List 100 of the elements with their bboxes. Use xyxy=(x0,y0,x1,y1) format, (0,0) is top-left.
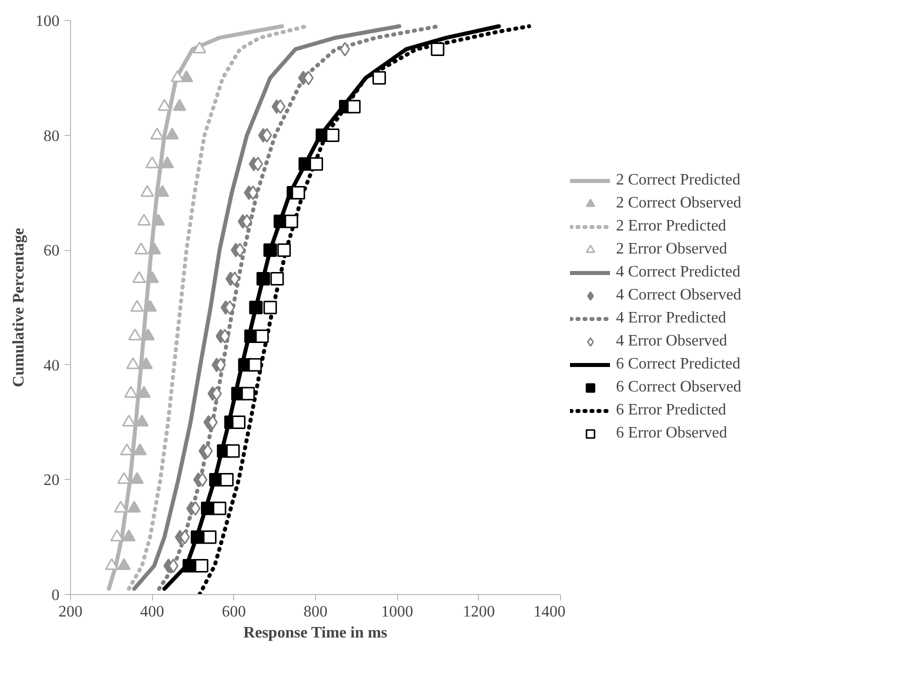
y-tick-label: 60 xyxy=(44,242,60,260)
point xyxy=(234,242,246,258)
point xyxy=(134,242,148,254)
point xyxy=(197,472,208,487)
legend-label: 6 Error Observed xyxy=(616,424,728,442)
point xyxy=(224,300,235,315)
y-tick-label: 80 xyxy=(44,128,60,145)
point xyxy=(255,329,269,343)
x-tick-label: 400 xyxy=(140,604,164,620)
point xyxy=(190,530,204,544)
point xyxy=(145,271,159,284)
point xyxy=(190,501,201,516)
point xyxy=(147,242,161,254)
point xyxy=(220,472,234,486)
point xyxy=(117,558,131,570)
point xyxy=(252,156,264,172)
legend-label: 2 Correct Observed xyxy=(616,194,742,212)
x-tick-label: 1400 xyxy=(534,604,566,620)
point xyxy=(430,42,444,56)
point xyxy=(117,472,131,484)
legend-label: 2 Error Predicted xyxy=(616,218,726,236)
y-tick-label: 20 xyxy=(44,472,60,490)
point xyxy=(104,558,118,570)
point xyxy=(220,328,230,344)
point xyxy=(347,100,361,114)
x-tick-label: 200 xyxy=(58,604,82,620)
point xyxy=(372,71,386,85)
point xyxy=(165,128,179,140)
legend-label: 6 Correct Observed xyxy=(616,378,742,396)
point xyxy=(160,156,174,168)
point xyxy=(192,42,206,54)
legend-label: 4 Error Predicted xyxy=(616,310,726,328)
point xyxy=(200,502,214,516)
point xyxy=(132,271,146,284)
x-tick-label: 600 xyxy=(222,604,246,620)
y-tick-label: 40 xyxy=(44,357,60,374)
point xyxy=(284,214,298,228)
point xyxy=(127,500,141,513)
x-tick-label: 1000 xyxy=(381,604,414,620)
point xyxy=(275,99,286,114)
point xyxy=(256,272,270,286)
y-tick-label: 100 xyxy=(36,13,60,30)
point xyxy=(340,42,350,56)
point xyxy=(248,358,262,372)
point xyxy=(216,358,226,372)
point xyxy=(182,559,196,573)
line-series xyxy=(132,24,402,591)
point xyxy=(150,128,164,140)
legend-label: 2 Error Observed xyxy=(616,240,728,258)
point xyxy=(277,243,291,257)
point xyxy=(230,272,240,286)
point xyxy=(110,529,124,542)
point xyxy=(114,500,128,513)
point xyxy=(128,328,142,340)
legend-label: 4 Error Observed xyxy=(616,332,728,350)
point xyxy=(226,444,240,458)
point xyxy=(143,300,157,312)
point xyxy=(170,70,184,82)
point xyxy=(133,443,147,456)
point xyxy=(249,300,263,314)
point xyxy=(202,530,216,544)
point xyxy=(130,300,144,312)
point xyxy=(263,300,277,314)
line-series xyxy=(157,24,440,591)
legend-label: 2 Correct Predicted xyxy=(616,172,740,190)
point xyxy=(137,214,151,226)
point xyxy=(202,444,213,458)
point xyxy=(124,386,138,398)
line-series xyxy=(106,24,284,591)
point xyxy=(241,386,255,400)
point xyxy=(248,185,258,200)
point xyxy=(172,98,186,111)
x-tick-label: 800 xyxy=(304,604,328,620)
point xyxy=(262,128,272,143)
point xyxy=(212,386,222,401)
y-axis-title: Cumulative Percentage xyxy=(10,228,28,388)
point xyxy=(292,186,306,200)
line-series xyxy=(126,24,309,591)
point xyxy=(152,214,166,226)
point xyxy=(263,243,277,257)
point xyxy=(130,472,144,484)
x-axis-title: Response Time in ms xyxy=(243,624,388,642)
legend-label: 6 Error Predicted xyxy=(616,402,726,420)
point xyxy=(135,414,149,427)
point xyxy=(232,416,246,430)
point xyxy=(140,185,154,197)
point xyxy=(326,128,340,142)
point xyxy=(126,357,140,370)
point xyxy=(310,157,324,171)
point xyxy=(303,70,314,86)
point xyxy=(242,214,252,229)
point xyxy=(122,529,136,542)
point xyxy=(208,415,218,430)
point xyxy=(122,414,136,427)
point xyxy=(212,502,226,516)
point xyxy=(168,558,178,574)
point xyxy=(180,530,190,544)
legend-label: 6 Correct Predicted xyxy=(616,356,740,374)
legend-label: 4 Correct Observed xyxy=(616,286,742,304)
point xyxy=(145,156,159,168)
